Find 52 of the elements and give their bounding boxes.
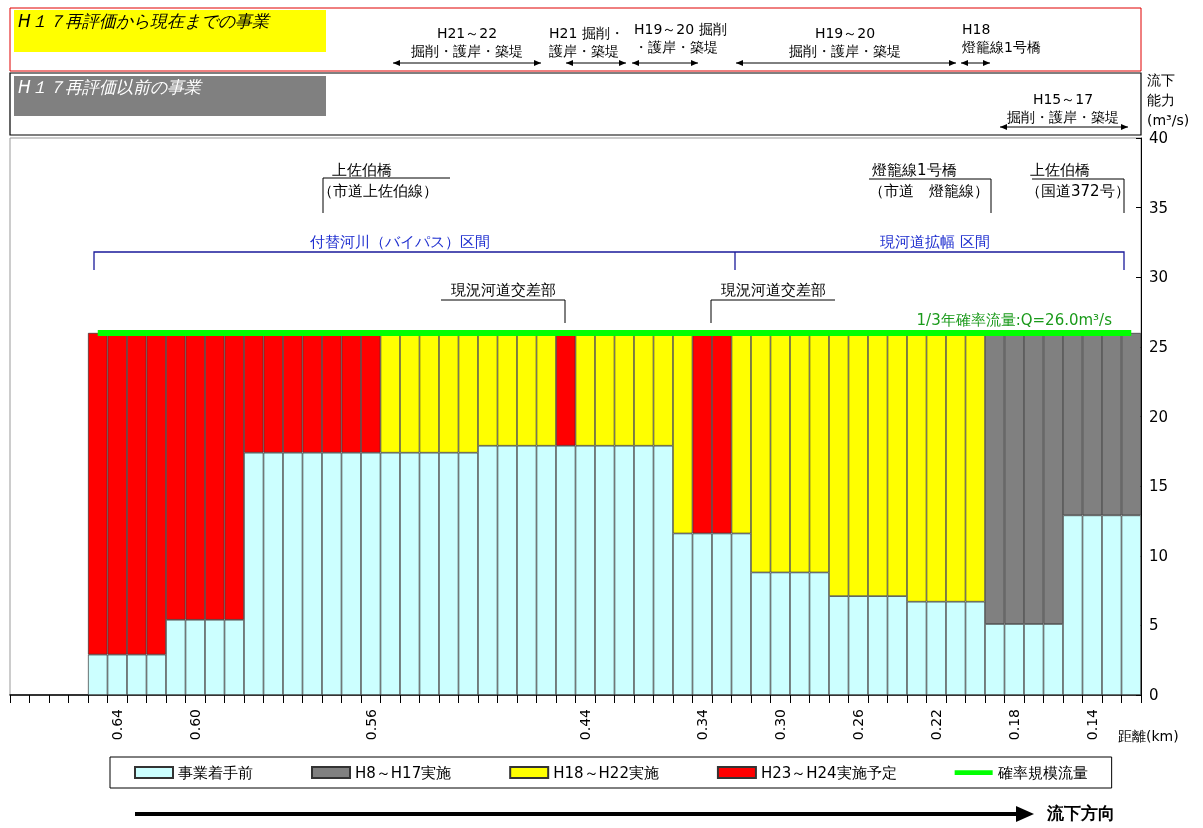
x-tick-label: 0.30 bbox=[772, 709, 789, 741]
x-tick-label: 0.26 bbox=[850, 708, 867, 741]
y-tick-label: 20 bbox=[1149, 407, 1169, 426]
annotation: 1/3年確率流量:Q=26.0m³/s bbox=[916, 311, 1113, 329]
y-axis-title: 流下能力(m³/s) bbox=[1147, 72, 1190, 128]
legend-label: 事業着手前 bbox=[178, 763, 253, 782]
text: H19～20 掘削 bbox=[634, 21, 727, 37]
text: 掘削・護岸・築堤 bbox=[1007, 109, 1119, 125]
text: 流下方向 bbox=[1046, 803, 1115, 823]
annotation: 付替河川（バイパス）区間 bbox=[309, 233, 490, 251]
y-tick-label: 0 bbox=[1149, 686, 1159, 704]
legend-label: 確率規模流量 bbox=[996, 763, 1088, 782]
text: H１７再評価以前の事業 bbox=[18, 77, 203, 97]
annotation: 現況河道交差部 bbox=[720, 281, 826, 299]
annotation: （市道上佐伯線） bbox=[318, 182, 438, 200]
x-tick-label: 0.64 bbox=[109, 708, 126, 741]
text: 掘削・護岸・築堤 bbox=[789, 43, 901, 59]
text: H21 掘削・ bbox=[549, 25, 624, 41]
y-tick-label: 15 bbox=[1149, 477, 1169, 496]
text: 護岸・築堤 bbox=[549, 43, 619, 59]
annotation: （国道372号） bbox=[1026, 182, 1130, 200]
text: H15～17 bbox=[1032, 91, 1094, 107]
x-tick-label: 0.56 bbox=[362, 708, 379, 741]
annotation: 現況河道交差部 bbox=[450, 281, 556, 299]
x-tick-label: 0.44 bbox=[577, 708, 594, 741]
text: ・護岸・築堤 bbox=[634, 39, 718, 55]
text: H21～22 bbox=[436, 25, 498, 41]
text: 燈籠線1号橋 bbox=[962, 39, 1041, 55]
legend-label: H8～H17実施 bbox=[355, 763, 452, 782]
annotation: 現河道拡幅 区間 bbox=[880, 233, 990, 251]
y-tick-label: 30 bbox=[1149, 268, 1169, 287]
annotation: 上佐伯橋 bbox=[332, 161, 392, 179]
text: 掘削・護岸・築堤 bbox=[411, 43, 523, 59]
legend-label: H18～H22実施 bbox=[553, 763, 659, 782]
annotation: 上佐伯橋 bbox=[1030, 161, 1090, 179]
x-tick-label: 0.14 bbox=[1084, 708, 1101, 741]
legend-label: H23～H24実施予定 bbox=[760, 763, 897, 782]
y-tick-label: 35 bbox=[1149, 198, 1169, 217]
text: H19～20 bbox=[814, 25, 876, 41]
text: H１７再評価から現在までの事業 bbox=[18, 11, 271, 31]
x-tick-label: 0.22 bbox=[928, 709, 945, 741]
y-tick-label: 10 bbox=[1149, 546, 1169, 565]
x-axis-title: 距離(km) bbox=[1118, 728, 1179, 744]
y-tick-label: 25 bbox=[1149, 337, 1169, 356]
x-tick-label: 0.34 bbox=[694, 708, 711, 741]
x-tick-label: 0.18 bbox=[1006, 709, 1023, 741]
annotation: （市道 燈籠線） bbox=[869, 182, 989, 200]
y-tick-label: 40 bbox=[1149, 129, 1169, 147]
x-tick-label: 0.60 bbox=[187, 709, 204, 741]
y-tick-label: 5 bbox=[1149, 616, 1159, 635]
annotation: 燈籠線1号橋 bbox=[872, 161, 957, 179]
text: H18 bbox=[962, 21, 991, 37]
